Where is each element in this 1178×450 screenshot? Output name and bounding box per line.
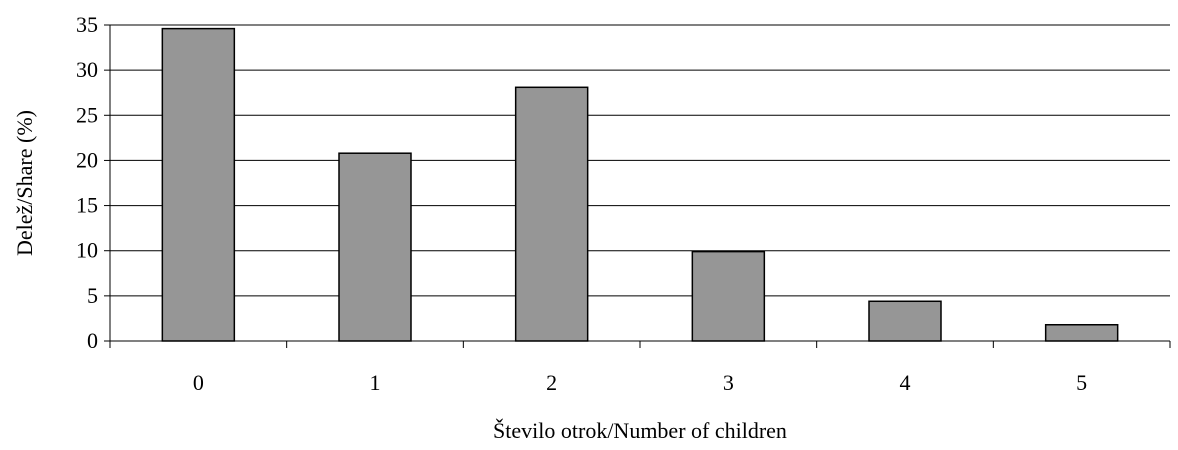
bar-0 (161, 27, 236, 342)
y-tick-label: 10 (76, 238, 98, 263)
y-tick-label: 0 (87, 328, 98, 353)
x-tick-label: 0 (193, 370, 204, 395)
bars (161, 27, 1119, 342)
x-tick-label: 1 (370, 370, 381, 395)
x-tick-label: 5 (1076, 370, 1087, 395)
y-axis-title: Delež/Share (%) (12, 110, 37, 256)
gridlines (110, 24, 1170, 297)
bar-4 (868, 300, 942, 342)
y-tick-label: 15 (76, 193, 98, 218)
y-tick-label: 35 (76, 12, 98, 37)
x-tick-labels: 0 1 2 3 4 5 (193, 370, 1087, 395)
bar-3 (691, 250, 766, 342)
y-tick-label: 5 (87, 283, 98, 308)
bar-1 (338, 152, 412, 342)
bar-2 (514, 86, 589, 342)
x-tick-label: 3 (723, 370, 734, 395)
y-tick-label: 20 (76, 147, 98, 172)
x-tick-label: 4 (900, 370, 911, 395)
axes (104, 24, 1171, 348)
bar-5 (1044, 323, 1119, 342)
y-tick-label: 25 (76, 102, 98, 127)
y-tick-labels: 0 5 10 15 20 25 30 35 (76, 12, 98, 353)
y-tick-label: 30 (76, 57, 98, 82)
x-tick-label: 2 (546, 370, 557, 395)
x-axis-title: Število otrok/Number of children (493, 418, 787, 443)
